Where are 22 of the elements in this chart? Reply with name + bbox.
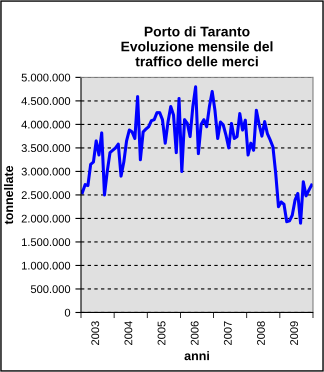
y-tick-label: 0	[64, 308, 70, 317]
line-series	[81, 85, 313, 225]
y-tick-label: 3.500.000	[22, 144, 70, 152]
y-tick-label: 5.000.000	[22, 74, 70, 82]
x-tick-label: 2005	[158, 321, 166, 345]
y-tick-label: 3.000.000	[22, 168, 70, 176]
y-tick-label: 1.000.000	[22, 262, 70, 270]
y-tick-label: 2.000.000	[22, 214, 70, 223]
x-tick-label: 2009	[290, 321, 298, 345]
x-tick-label: 2008	[257, 321, 265, 345]
y-axis-title: tonnellate	[4, 166, 14, 224]
x-axis-title: anni	[184, 351, 209, 360]
x-tick-label: 2003	[91, 321, 100, 345]
y-tick-label: 500.000	[30, 285, 70, 294]
x-tick-label: 2006	[190, 321, 199, 345]
y-tick-label: 1.500.000	[22, 238, 70, 246]
chart-title: Porto di Taranto Evoluzione mensile del traffico delle merci	[122, 26, 272, 66]
y-tick-label: 4.500.000	[21, 97, 70, 106]
y-tick-label: 4.000.000	[21, 120, 70, 129]
x-tick-label: 2004	[124, 321, 132, 345]
y-tick-label: 2.500.000	[22, 191, 70, 200]
x-tick-label: 2007	[224, 321, 232, 345]
